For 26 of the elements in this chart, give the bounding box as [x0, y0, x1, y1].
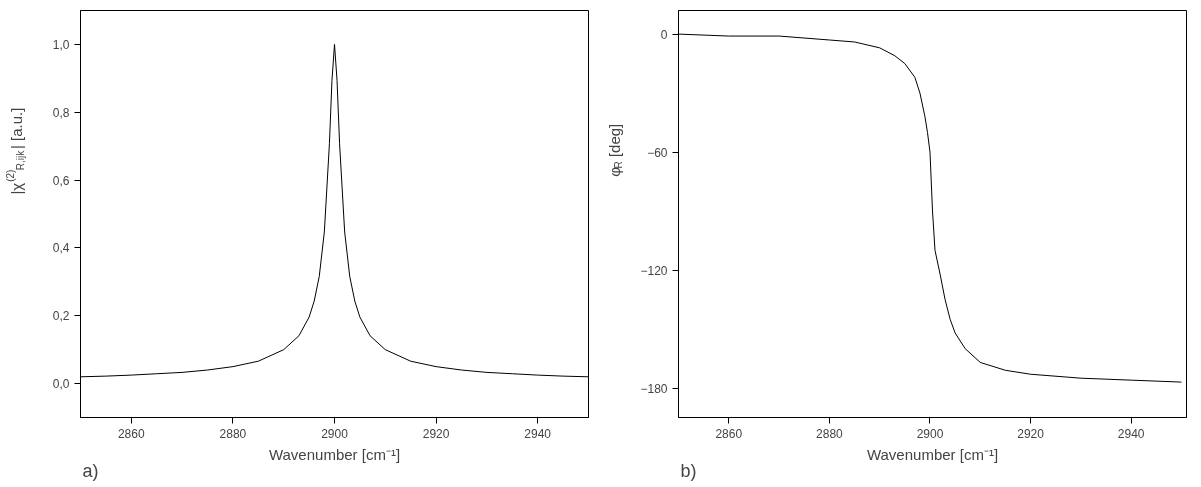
y-tick-label: −120 — [640, 263, 668, 278]
y-axis-title: |χ(2)R,ijk| [a.u.] — [5, 107, 26, 195]
y-tick-label: 0 — [660, 27, 668, 42]
y-tick-label: 0,6 — [52, 173, 70, 188]
x-tick-label: 2880 — [219, 426, 247, 441]
y-tick-label: 0,0 — [52, 377, 70, 392]
y-tick-label: −180 — [640, 381, 668, 396]
x-axis-title: Wavenumber [cm⁻¹] — [268, 445, 401, 463]
y-tick-label: 0,2 — [52, 309, 70, 324]
text: a) — [82, 460, 99, 481]
y-tick-label: −60 — [647, 145, 668, 160]
y-tick-label: 0,8 — [52, 105, 70, 120]
text: b) — [680, 460, 697, 481]
x-axis-title: Wavenumber [cm⁻¹] — [866, 445, 999, 463]
x-tick-label: 2900 — [321, 426, 349, 441]
x-tick-label: 2900 — [916, 426, 944, 441]
y-axis-title: φR [deg] — [606, 123, 624, 177]
x-tick-label: 2880 — [816, 426, 844, 441]
x-tick-label: 2860 — [715, 426, 743, 441]
x-tick-label: 2940 — [524, 426, 552, 441]
x-tick-label: 2920 — [422, 426, 450, 441]
x-tick-label: 2920 — [1017, 426, 1045, 441]
x-tick-label: 2940 — [1117, 426, 1145, 441]
x-tick-label: 2860 — [117, 426, 145, 441]
y-tick-label: 0,4 — [52, 241, 70, 256]
y-tick-label: 1,0 — [52, 37, 70, 52]
